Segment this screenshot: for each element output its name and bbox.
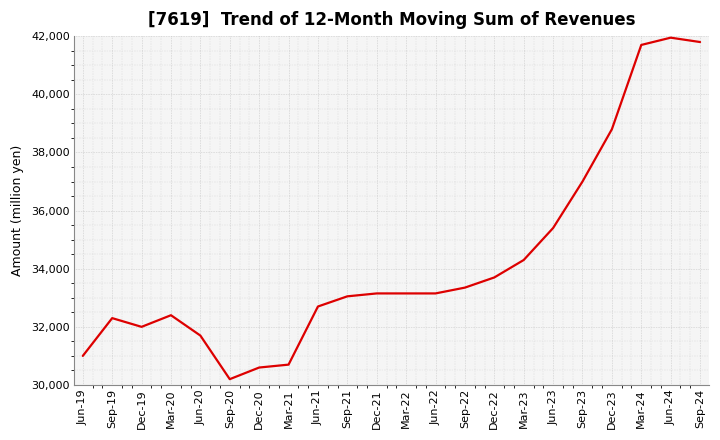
Title: [7619]  Trend of 12-Month Moving Sum of Revenues: [7619] Trend of 12-Month Moving Sum of R… [148, 11, 635, 29]
Y-axis label: Amount (million yen): Amount (million yen) [11, 145, 24, 276]
